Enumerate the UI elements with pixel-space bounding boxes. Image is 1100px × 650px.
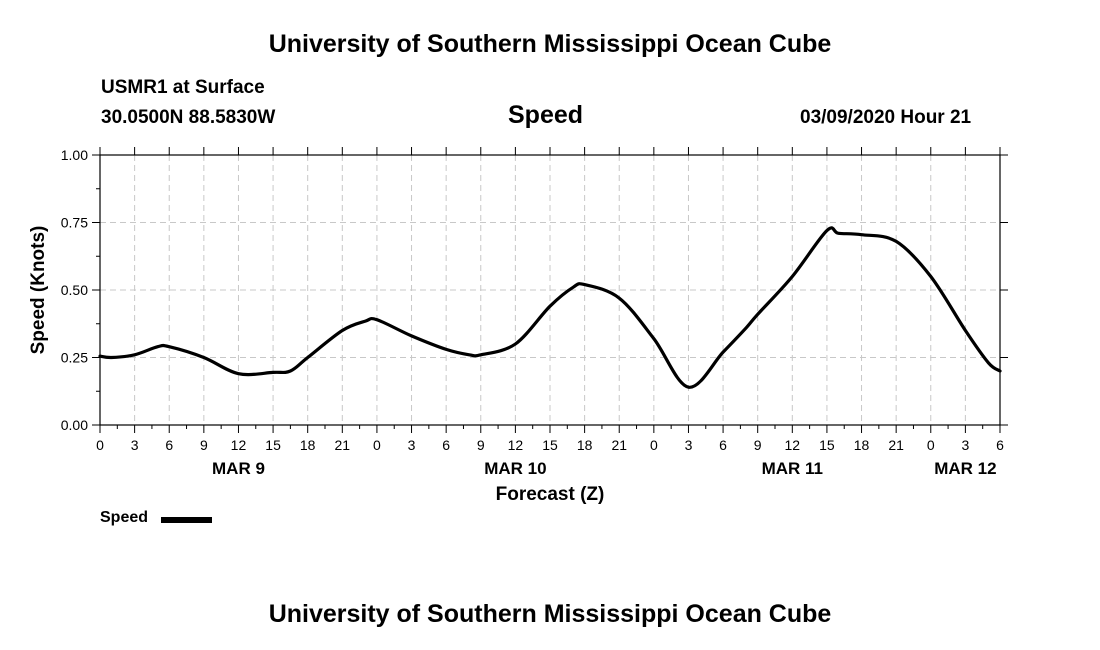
y-tick-label-1: 0.25 <box>61 350 88 366</box>
x-tick-label-12: 12 <box>508 437 524 453</box>
x-axis-label: Forecast (Z) <box>496 484 605 505</box>
x-tick-label-5: 15 <box>265 437 281 453</box>
x-tick-label-22: 18 <box>854 437 870 453</box>
x-tick-label-15: 21 <box>611 437 627 453</box>
x-tick-label-9: 3 <box>408 437 416 453</box>
y-axis-label: Speed (Knots) <box>28 226 49 355</box>
x-tick-label-19: 9 <box>754 437 762 453</box>
x-tick-label-6: 18 <box>300 437 316 453</box>
x-tick-label-23: 21 <box>888 437 904 453</box>
x-tick-label-11: 9 <box>477 437 485 453</box>
station-label: USMR1 at Surface <box>101 77 265 98</box>
y-tick-label-2: 0.50 <box>61 282 88 298</box>
x-tick-label-20: 12 <box>785 437 801 453</box>
legend-swatch <box>161 517 212 523</box>
x-tick-label-3: 9 <box>200 437 208 453</box>
y-axis-ticks: 0.00 0.25 0.50 0.75 1.00 <box>61 147 1008 433</box>
y-tick-label-4: 1.00 <box>61 147 88 163</box>
page-title-top: University of Southern Mississippi Ocean… <box>268 30 832 58</box>
x-tick-label-2: 6 <box>165 437 173 453</box>
speed-series-line <box>98 226 1002 389</box>
page-title-bottom: University of Southern Mississippi Ocean… <box>268 600 832 628</box>
forecast-datetime: 03/09/2020 Hour 21 <box>800 107 972 128</box>
x-tick-label-21: 15 <box>819 437 835 453</box>
y-tick-label-0: 0.00 <box>61 417 88 433</box>
x-tick-label-16: 0 <box>650 437 658 453</box>
chart-grid <box>100 155 1000 425</box>
x-tick-label-18: 6 <box>719 437 727 453</box>
x-tick-label-4: 12 <box>231 437 247 453</box>
date-label-1: MAR 10 <box>484 459 546 478</box>
x-tick-label-25: 3 <box>961 437 969 453</box>
x-tick-label-13: 15 <box>542 437 558 453</box>
legend: Speed <box>100 509 148 527</box>
x-tick-label-0: 0 <box>96 437 104 453</box>
coordinates-label: 30.0500N 88.5830W <box>101 107 276 128</box>
x-tick-label-24: 0 <box>927 437 935 453</box>
x-tick-label-7: 21 <box>335 437 351 453</box>
date-labels: MAR 9 MAR 10 MAR 11 MAR 12 <box>212 459 997 478</box>
x-tick-label-8: 0 <box>373 437 381 453</box>
x-tick-label-14: 18 <box>577 437 593 453</box>
x-axis-ticks: 0 3 6 9 12 15 18 21 0 3 6 9 12 15 18 21 0 3 6 9 12 15 18 21 0 3 6 <box>96 147 1004 453</box>
date-label-0: MAR 9 <box>212 459 265 478</box>
legend-label: Speed <box>100 509 149 526</box>
chart-title: Speed <box>508 101 584 129</box>
x-tick-label-26: 6 <box>996 437 1004 453</box>
date-label-2: MAR 11 <box>762 459 823 478</box>
y-tick-label-3: 0.75 <box>61 215 88 231</box>
x-tick-label-10: 6 <box>442 437 450 453</box>
x-tick-label-17: 3 <box>685 437 693 453</box>
x-tick-label-1: 3 <box>131 437 139 453</box>
date-label-3: MAR 12 <box>934 459 996 478</box>
